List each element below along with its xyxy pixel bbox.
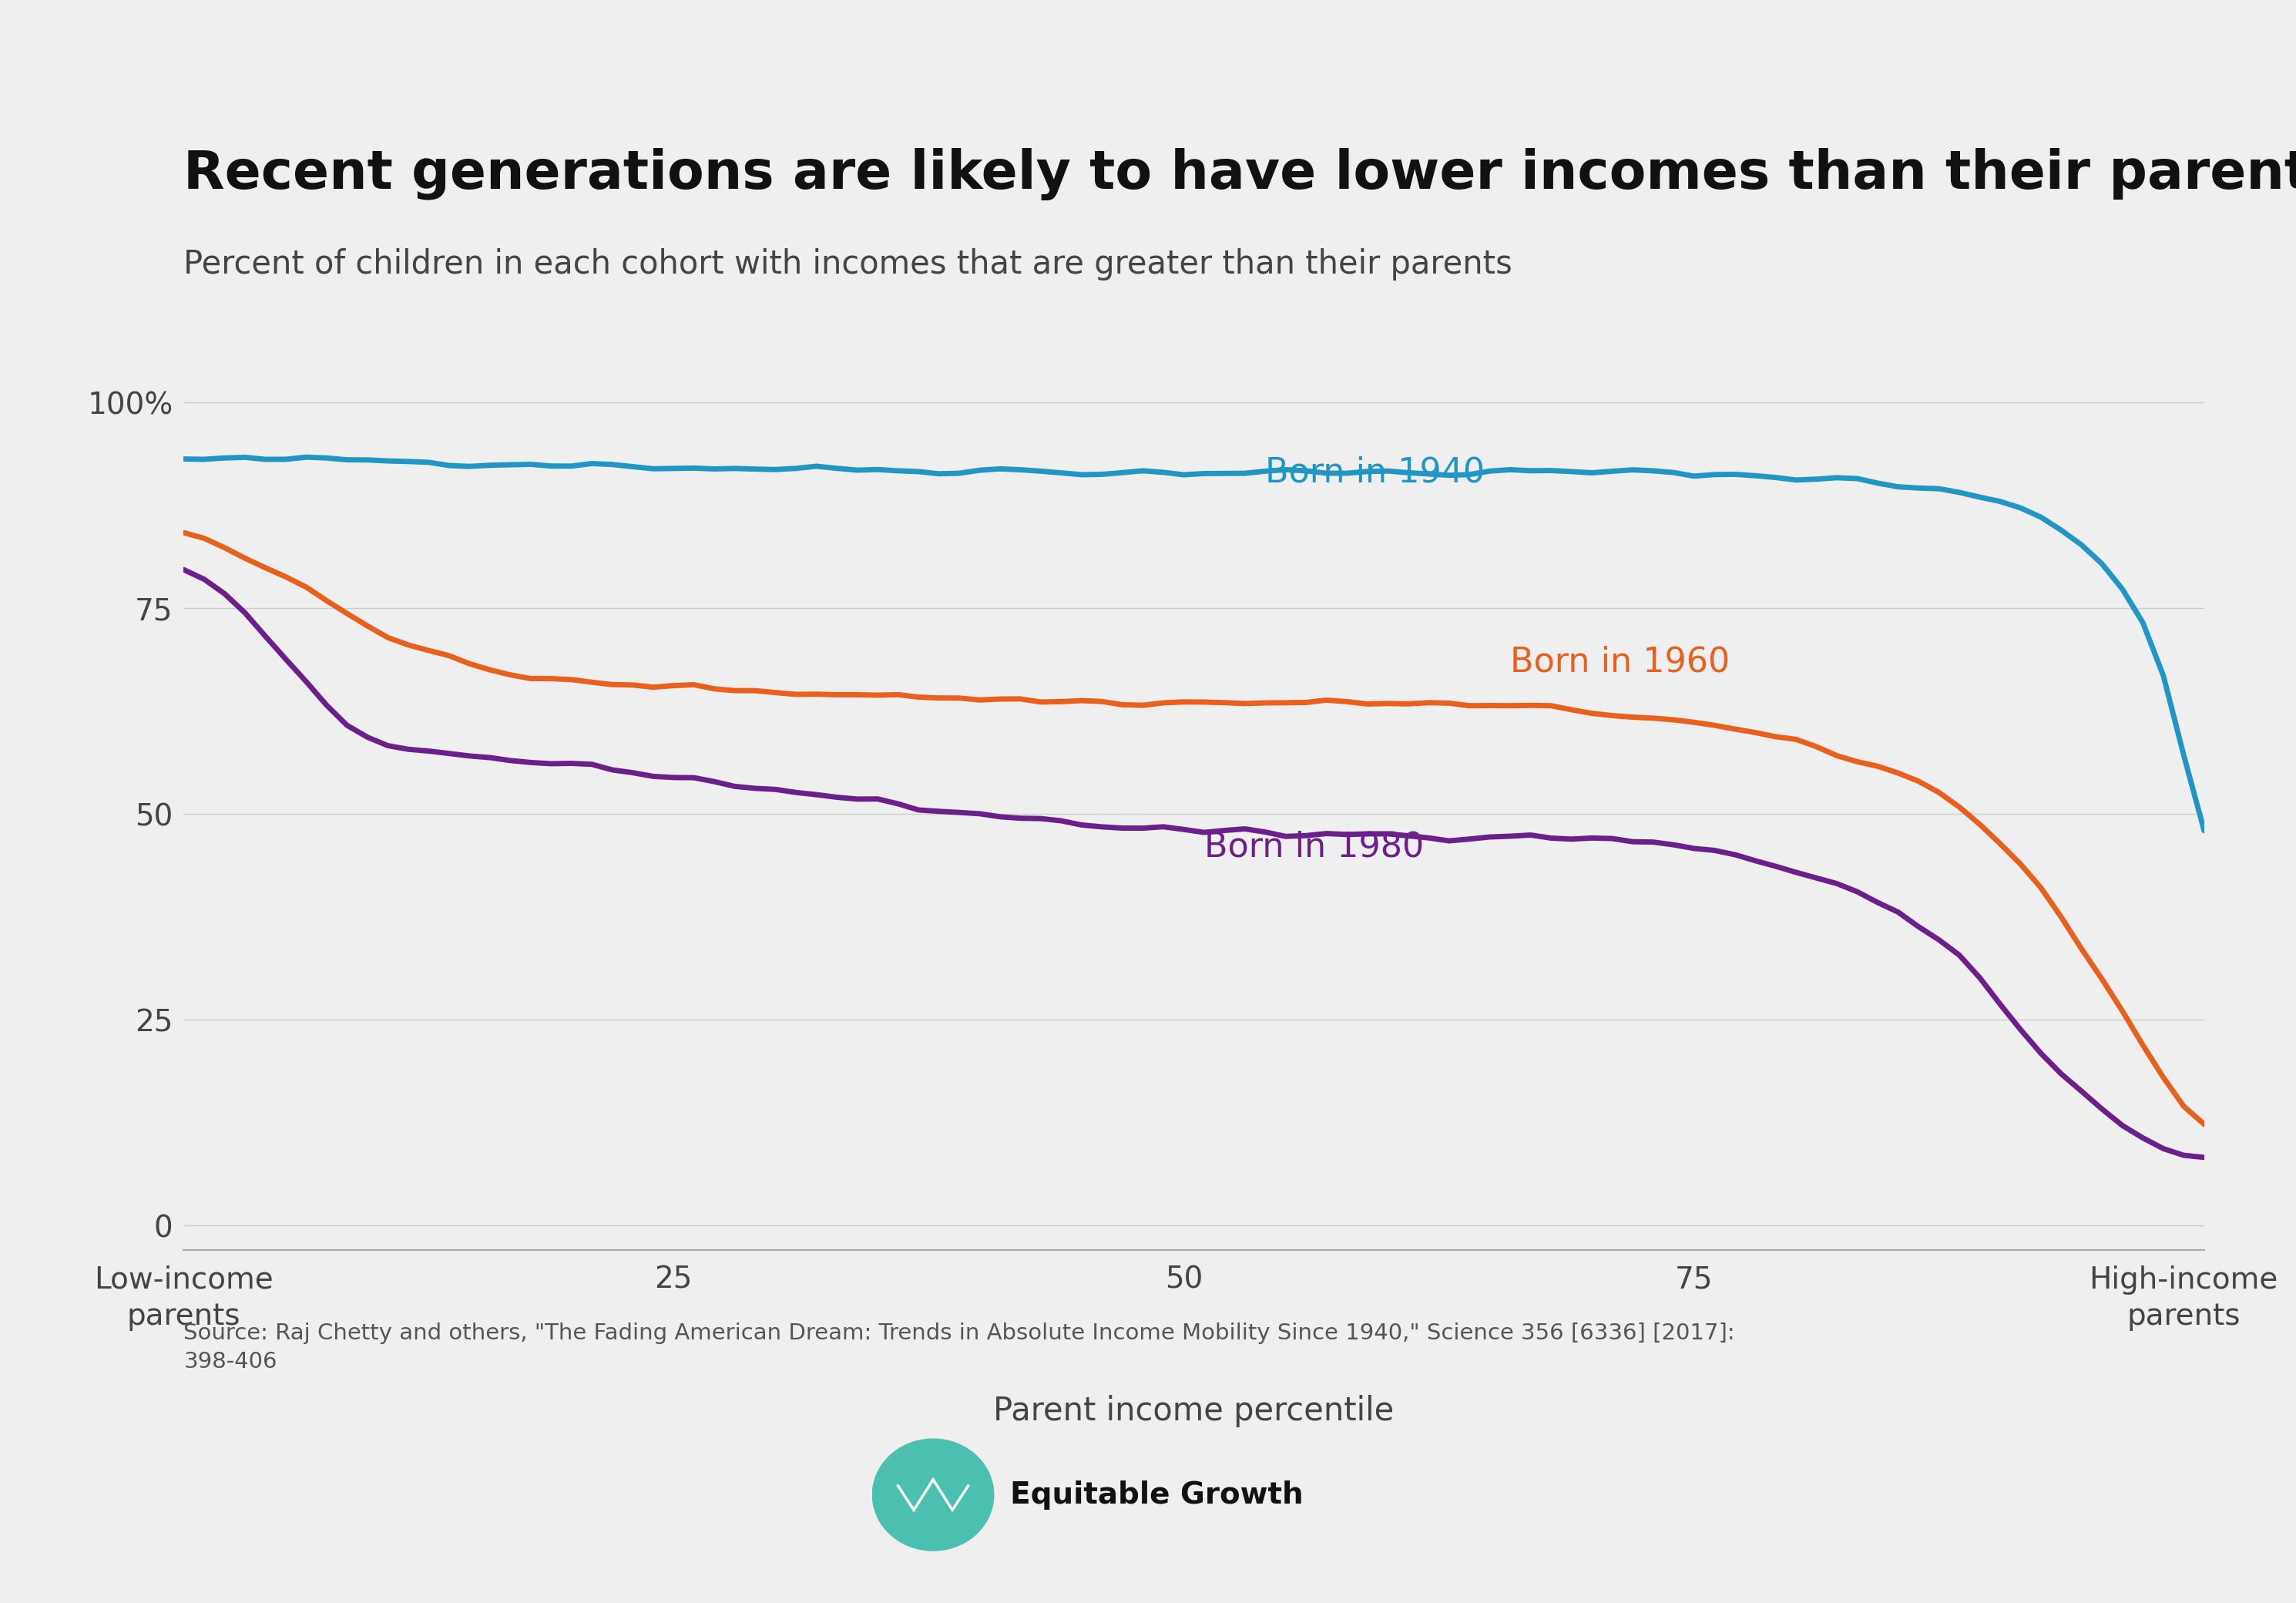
X-axis label: Parent income percentile: Parent income percentile <box>994 1395 1394 1427</box>
Text: Born in 1960: Born in 1960 <box>1511 644 1729 678</box>
Text: Born in 1940: Born in 1940 <box>1265 455 1486 489</box>
Text: Equitable Growth: Equitable Growth <box>1010 1480 1304 1510</box>
Polygon shape <box>872 1439 994 1550</box>
Text: Source: Raj Chetty and others, "The Fading American Dream: Trends in Absolute In: Source: Raj Chetty and others, "The Fadi… <box>184 1322 1736 1372</box>
Text: Percent of children in each cohort with incomes that are greater than their pare: Percent of children in each cohort with … <box>184 248 1513 281</box>
Text: Recent generations are likely to have lower incomes than their parents: Recent generations are likely to have lo… <box>184 147 2296 200</box>
Text: Born in 1980: Born in 1980 <box>1203 830 1424 864</box>
